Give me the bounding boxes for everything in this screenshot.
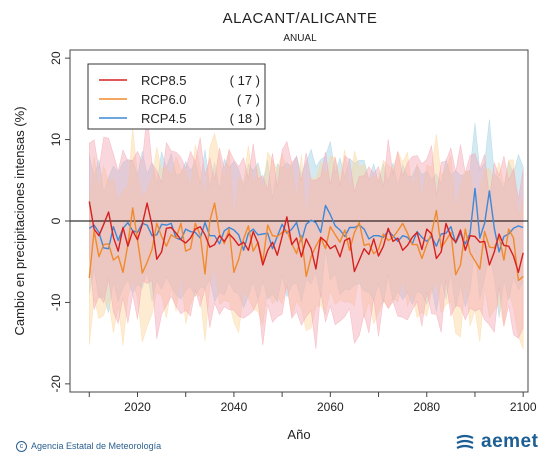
copyright-icon: c — [16, 441, 27, 453]
chart-title: ALACANT/ALICANTE — [222, 10, 378, 27]
agency-credit: c Agencia Estatal de Meteorología — [16, 441, 162, 453]
plot-frame — [69, 49, 529, 393]
series-line-rcp45 — [88, 187, 524, 253]
series-line-rcp60 — [88, 202, 524, 282]
legend-count-rcp85: ( 17 ) — [230, 73, 260, 88]
y-tick-label: 10 — [49, 133, 63, 147]
y-axis-label: Cambio en precipitaciones intensas (%) — [12, 106, 27, 335]
legend-label-rcp45: RCP4.5 — [141, 111, 187, 126]
x-axis-label: Año — [287, 427, 310, 442]
legend-count-rcp45: ( 18 ) — [230, 111, 260, 126]
y-tick-label: -10 — [49, 293, 63, 311]
series-lines — [88, 187, 524, 282]
aemet-logo-text: aemet — [481, 431, 539, 452]
aemet-logo-icon — [456, 434, 474, 449]
legend: RCP8.5 ( 17 ) RCP6.0 ( 7 ) RCP4.5 ( 18 ) — [87, 63, 266, 130]
x-tick-label: 2100 — [510, 400, 537, 414]
legend-label-rcp85: RCP8.5 — [141, 73, 187, 88]
y-tick-label: -20 — [49, 375, 63, 393]
band-rcp85 — [89, 113, 524, 350]
chart-subtitle: ANUAL — [283, 33, 317, 44]
x-tick-label: 2040 — [221, 400, 248, 414]
series-line-rcp85 — [88, 201, 524, 273]
legend-count-rcp60: ( 7 ) — [237, 92, 260, 107]
x-tick-label: 2020 — [124, 400, 151, 414]
agency-credit-text: Agencia Estatal de Meteorología — [31, 441, 162, 451]
uncertainty-bands — [89, 113, 524, 350]
legend-label-rcp60: RCP6.0 — [141, 92, 187, 107]
y-tick-label: 20 — [49, 51, 63, 65]
y-tick-label: 0 — [49, 217, 63, 224]
x-tick-label: 2080 — [413, 400, 440, 414]
x-tick-label: 2060 — [317, 400, 344, 414]
